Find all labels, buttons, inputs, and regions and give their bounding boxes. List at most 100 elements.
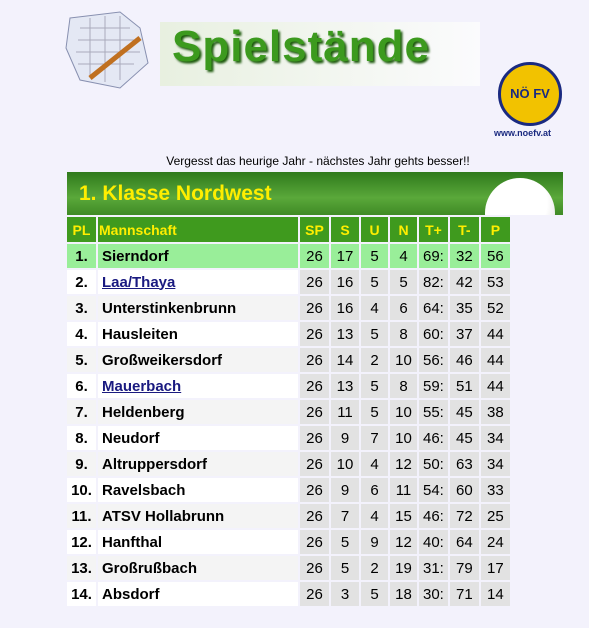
team-name: ATSV Hollabrunn [98, 504, 298, 528]
cell: 46 [449, 348, 479, 372]
cell: 26 [300, 478, 329, 502]
team-name: Großrußbach [98, 556, 298, 580]
cell: 19 [390, 556, 417, 580]
ball [485, 178, 555, 215]
column-header: U [361, 217, 388, 242]
team-name: Hanfthal [98, 530, 298, 554]
cell: 1. [67, 244, 96, 268]
cell: 2 [361, 556, 388, 580]
cell: 42 [449, 270, 479, 294]
cell: 46: [419, 504, 448, 528]
cell: 5 [331, 556, 359, 580]
cell: 6 [361, 478, 388, 502]
cell: 5 [361, 582, 388, 606]
logo-url[interactable]: www.noefv.at [494, 128, 552, 138]
team-link[interactable]: Laa/Thaya [102, 273, 176, 291]
cell: 64: [419, 296, 448, 320]
cell: 2. [67, 270, 96, 294]
cell: 4 [361, 296, 388, 320]
cell: 7 [331, 504, 359, 528]
cell: 46: [419, 426, 448, 450]
cell: 4 [361, 452, 388, 476]
cell: 35 [449, 296, 479, 320]
cell: 14 [480, 582, 510, 606]
team-row: 4. Hausleiten 26 13 5 8 60: 37 44 [67, 322, 510, 346]
team-name: Heldenberg [98, 400, 298, 424]
cell: 54: [419, 478, 448, 502]
column-header: N [390, 217, 417, 242]
cell: 26 [300, 322, 329, 346]
cell: 69: [419, 244, 448, 268]
cell: 9. [67, 452, 96, 476]
cell: 38 [480, 400, 510, 424]
standings-table: PL Mannschaft SP S U N T+ T- P 1. Sierndorf 26 17 5 4 6… [65, 215, 512, 608]
cell: 82: [419, 270, 448, 294]
team-name: Laa/Thaya [98, 270, 298, 294]
cell: 8 [390, 322, 417, 346]
cell: 50: [419, 452, 448, 476]
cell: 45 [449, 426, 479, 450]
cell: 32 [449, 244, 479, 268]
team-row: 5. Großweikersdorf 26 14 2 10 56: 46 44 [67, 348, 510, 372]
cell: 6 [390, 296, 417, 320]
cell: 18 [390, 582, 417, 606]
cell: 26 [300, 556, 329, 580]
cell: 11 [390, 478, 417, 502]
cell: 7 [361, 426, 388, 450]
team-row: 9. Altruppersdorf 26 10 4 12 50: 63 34 [67, 452, 510, 476]
team-row: 3. Unterstinkenbrunn 26 16 4 6 64: 35 52 [67, 296, 510, 320]
cell: 10 [390, 426, 417, 450]
cell: 4 [361, 504, 388, 528]
cell: 5 [331, 530, 359, 554]
cell: 8. [67, 426, 96, 450]
cell: 24 [480, 530, 510, 554]
cell: 34 [480, 452, 510, 476]
cell: 11 [331, 400, 359, 424]
cell: 9 [331, 426, 359, 450]
cell: 3. [67, 296, 96, 320]
cell: 3 [331, 582, 359, 606]
cell: 12. [67, 530, 96, 554]
cell: 5 [361, 400, 388, 424]
team-name: Ravelsbach [98, 478, 298, 502]
cell: 17 [480, 556, 510, 580]
team-row: 7. Heldenberg 26 11 5 10 55: 45 38 [67, 400, 510, 424]
message: Vergesst das heurige Jahr - nächstes Jah… [166, 154, 470, 168]
logo: NÖ FV [498, 62, 562, 126]
cell: 5 [361, 322, 388, 346]
cell: 14 [331, 348, 359, 372]
team-name: Mauerbach [98, 374, 298, 398]
cell: 31: [419, 556, 448, 580]
cell: 55: [419, 400, 448, 424]
team-name: Neudorf [98, 426, 298, 450]
map-icon [65, 11, 149, 89]
cell: 26 [300, 426, 329, 450]
team-name: Absdorf [98, 582, 298, 606]
team-row: 8. Neudorf 26 9 7 10 46: 45 34 [67, 426, 510, 450]
cell: 52 [480, 296, 510, 320]
cell: 26 [300, 452, 329, 476]
cell: 10 [390, 348, 417, 372]
team-row: 14. Absdorf 26 3 5 18 30: 71 14 [67, 582, 510, 606]
cell: 8 [390, 374, 417, 398]
team-row: 12. Hanfthal 26 5 9 12 40: 64 24 [67, 530, 510, 554]
cell: 26 [300, 582, 329, 606]
cell: 26 [300, 296, 329, 320]
cell: 79 [449, 556, 479, 580]
team-name: Unterstinkenbrunn [98, 296, 298, 320]
cell: 34 [480, 426, 510, 450]
team-link[interactable]: Mauerbach [102, 377, 182, 395]
cell: 14. [67, 582, 96, 606]
cell: 12 [390, 530, 417, 554]
cell: 53 [480, 270, 510, 294]
team-name: Altruppersdorf [98, 452, 298, 476]
cell: 44 [480, 348, 510, 372]
cell: 44 [480, 374, 510, 398]
cell: 13. [67, 556, 96, 580]
cell: 72 [449, 504, 479, 528]
team-row: 10. Ravelsbach 26 9 6 11 54: 60 33 [67, 478, 510, 502]
cell: 30: [419, 582, 448, 606]
team-row: 2. Laa/Thaya 26 16 5 5 82: 42 53 [67, 270, 510, 294]
table-title-text: 1. Klasse Nordwest [79, 182, 272, 205]
